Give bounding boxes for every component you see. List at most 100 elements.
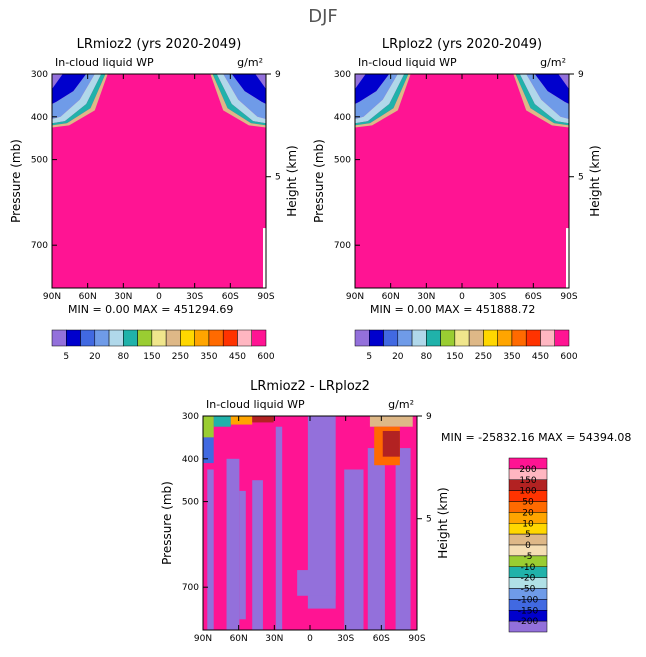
y-tick-label: 400 [182, 455, 199, 465]
contour-band-north-3 [355, 74, 409, 126]
colorbar-swatch [137, 329, 153, 347]
x-tick-label: 60N [382, 292, 400, 302]
colorbar-label: 20 [392, 352, 404, 362]
colorbar-label: 0 [525, 541, 531, 551]
diff-top-tan [369, 416, 413, 427]
x-tick-label: 30N [417, 292, 435, 302]
x-tick-label: 30S [489, 292, 506, 302]
colorbar-swatch [554, 329, 570, 347]
colorbar-swatch [251, 329, 267, 347]
colorbar-label: -10 [521, 563, 536, 573]
x-tick-label: 0 [307, 634, 313, 644]
chart-panel-2: LRploz2 (yrs 2020-2049) In-cloud liquid W… [312, 37, 602, 362]
colorbar-label: 350 [200, 352, 217, 362]
contour-band-south-2 [519, 74, 569, 124]
x-tick-label: 90S [560, 292, 577, 302]
x-tick-label: 90N [346, 292, 364, 302]
colorbar-swatch [426, 329, 441, 347]
colorbar-swatch [508, 620, 548, 633]
colorbar-label: 150 [446, 352, 463, 362]
diff-region-3 [252, 480, 263, 630]
missing-data-strip [263, 228, 266, 288]
contour-band-north-2 [52, 74, 102, 124]
contour-band-south-0 [534, 74, 569, 104]
x-tick-label: 0 [156, 292, 162, 302]
diff-region-8 [395, 448, 411, 630]
x-tick-label: 60S [373, 634, 390, 644]
y2-axis-label: Height (km) [436, 487, 450, 558]
colorbar-label: 5 [525, 530, 531, 540]
diff-region-6 [344, 469, 364, 630]
colorbar-swatch [208, 329, 224, 347]
y-tick-label: 500 [334, 156, 351, 166]
colorbar-swatch [94, 329, 110, 347]
colorbar-swatch [540, 329, 555, 347]
contour-band-south-0 [231, 74, 266, 104]
y2-tick-label: 5 [275, 173, 281, 183]
colorbar-label: 5 [366, 352, 372, 362]
colorbar-swatch [80, 329, 96, 347]
colorbar-swatch [411, 329, 427, 347]
x-tick-label: 30S [337, 634, 354, 644]
contour-band-north-3 [52, 74, 106, 126]
colorbar-label: 600 [560, 352, 577, 362]
contour-band-north-2 [355, 74, 405, 124]
colorbar-swatch [497, 329, 513, 347]
contour-core-south [558, 74, 569, 89]
y-tick-label: 700 [334, 241, 351, 251]
y-tick-label: 700 [31, 241, 48, 251]
colorbar-swatch [51, 329, 67, 347]
colorbar-label: -100 [518, 595, 539, 605]
x-tick-label: 60N [79, 292, 97, 302]
colorbar-label: 80 [118, 352, 130, 362]
colorbar-swatch [383, 329, 399, 347]
colorbar-label: 10 [522, 519, 534, 529]
y2-tick-label: 9 [426, 412, 432, 422]
y2-tick-label: 9 [275, 70, 281, 80]
colorbar-label: 150 [519, 476, 536, 486]
panel-title: LRmioz2 (yrs 2020-2049) [77, 37, 242, 52]
plot-area [355, 74, 569, 288]
x-tick-label: 90N [43, 292, 61, 302]
contour-band-north-0 [52, 74, 87, 104]
y2-tick-label: 5 [578, 173, 584, 183]
diff-region-2 [239, 490, 246, 620]
diff-top-darkred-south [382, 430, 400, 457]
colorbar-swatch [397, 329, 413, 347]
contour-band-north-4 [52, 74, 108, 128]
y-tick-label: 500 [182, 498, 199, 508]
colorbar-swatch [454, 329, 470, 347]
colorbar-swatch [222, 329, 238, 347]
colorbar-label: -20 [521, 574, 536, 584]
colorbar-label: 5 [63, 352, 69, 362]
contour-core-north [52, 74, 63, 89]
contour-band-north-0 [355, 74, 390, 104]
stats-text: MIN = -25832.16 MAX = 54394.08 [441, 431, 631, 444]
colorbar-label: -50 [521, 585, 536, 595]
x-tick-label: 60N [230, 634, 248, 644]
field-label: In-cloud liquid WP [358, 56, 457, 69]
panel-title: LRploz2 (yrs 2020-2049) [382, 37, 542, 52]
x-tick-label: 90N [194, 634, 212, 644]
diff-region-7 [367, 448, 385, 630]
diff-region-4 [275, 426, 283, 630]
contour-band-south-4 [513, 74, 569, 128]
field-label: In-cloud liquid WP [206, 398, 305, 411]
y2-axis-label: Height (km) [588, 145, 602, 216]
diff-top-orange [230, 416, 253, 425]
colorbar-swatch [66, 329, 81, 347]
colorbar-swatch [483, 329, 498, 347]
y2-tick-label: 9 [578, 70, 584, 80]
contour-band-south-2 [216, 74, 266, 124]
diff-region-bottom [297, 570, 336, 596]
chart-panel-3: LRmioz2 - LRploz2 In-cloud liquid WP g/m² 9… [160, 379, 631, 644]
colorbar-swatch [369, 329, 384, 347]
field-label: In-cloud liquid WP [55, 56, 154, 69]
plot-area [52, 74, 266, 288]
chart-panel-1: LRmioz2 (yrs 2020-2049) In-cloud liquid W… [9, 37, 299, 362]
stats-text: MIN = 0.00 MAX = 451888.72 [370, 303, 535, 316]
colorbar-swatch [354, 329, 370, 347]
colorbar-swatch [237, 329, 252, 347]
y-tick-label: 400 [31, 113, 48, 123]
